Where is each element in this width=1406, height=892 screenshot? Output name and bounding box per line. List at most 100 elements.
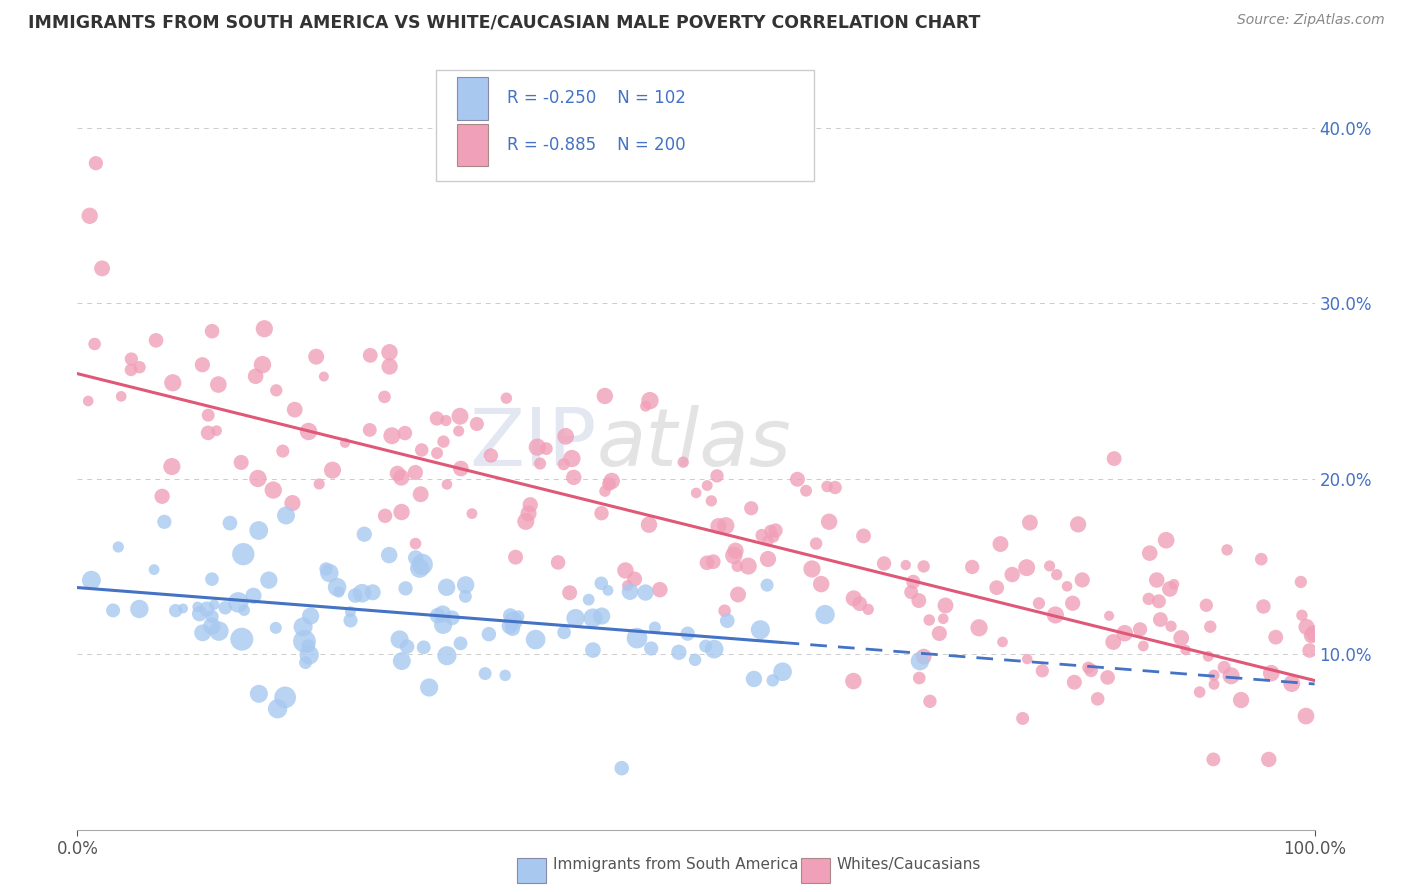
Point <box>814 607 837 622</box>
Point <box>1132 639 1154 653</box>
Point <box>638 517 661 532</box>
Point <box>436 648 458 663</box>
Point <box>264 621 287 635</box>
Point <box>1031 664 1053 678</box>
Point <box>450 636 472 650</box>
Point <box>232 547 254 561</box>
Point <box>762 673 785 688</box>
Point <box>842 674 865 689</box>
Point <box>1202 668 1225 682</box>
Text: Source: ZipAtlas.com: Source: ZipAtlas.com <box>1237 13 1385 28</box>
Point <box>242 589 264 603</box>
Point <box>932 612 955 626</box>
Point <box>328 585 350 599</box>
Point <box>1017 652 1039 666</box>
Point <box>412 640 434 655</box>
Point <box>160 459 183 474</box>
Text: IMMIGRANTS FROM SOUTH AMERICA VS WHITE/CAUCASIAN MALE POVERTY CORRELATION CHART: IMMIGRANTS FROM SOUTH AMERICA VS WHITE/C… <box>28 13 980 31</box>
Point <box>389 470 412 484</box>
Point <box>404 466 426 480</box>
Point <box>188 607 211 621</box>
Point <box>339 614 361 628</box>
Point <box>387 467 409 481</box>
Point <box>1011 711 1033 725</box>
Point <box>405 550 427 565</box>
Point <box>818 515 841 529</box>
Point <box>873 557 896 571</box>
Point <box>315 562 337 576</box>
Point <box>725 559 748 574</box>
Point <box>150 489 173 503</box>
Point <box>756 552 779 566</box>
Point <box>1038 558 1060 573</box>
Point <box>202 598 225 612</box>
Point <box>274 508 297 523</box>
Point <box>391 505 413 519</box>
Text: ZIP: ZIP <box>470 405 598 483</box>
Point <box>610 761 633 775</box>
Point <box>706 469 728 483</box>
Point <box>1019 516 1042 530</box>
Point <box>352 586 374 600</box>
Point <box>598 477 620 491</box>
Point <box>1159 582 1181 596</box>
Point <box>450 461 472 475</box>
Point <box>703 642 725 657</box>
Point <box>465 417 488 431</box>
Point <box>702 555 724 569</box>
Point <box>411 442 433 457</box>
Text: atlas: atlas <box>598 405 792 483</box>
Point <box>426 446 449 460</box>
Point <box>596 583 619 598</box>
Point <box>226 595 249 609</box>
Point <box>266 702 288 716</box>
Point <box>1102 451 1125 466</box>
Point <box>264 384 287 398</box>
Point <box>312 369 335 384</box>
Point <box>582 611 605 625</box>
Point <box>713 604 735 618</box>
FancyBboxPatch shape <box>457 78 488 120</box>
Point <box>1264 630 1286 644</box>
Point <box>381 428 404 442</box>
Point <box>405 536 427 550</box>
Point <box>201 609 224 624</box>
Point <box>478 627 501 641</box>
Point <box>449 409 471 424</box>
Point <box>1298 643 1320 657</box>
Point <box>281 496 304 510</box>
Point <box>247 524 270 538</box>
Point <box>696 556 718 570</box>
Point <box>1154 533 1177 548</box>
Point <box>1160 619 1182 633</box>
Point <box>208 624 231 639</box>
Point <box>502 614 524 628</box>
Point <box>498 619 520 633</box>
Point <box>197 425 219 440</box>
Point <box>374 508 396 523</box>
Point <box>900 585 922 599</box>
Point <box>1230 693 1253 707</box>
Point <box>815 479 838 493</box>
Point <box>411 558 433 572</box>
Point <box>1015 560 1038 574</box>
Point <box>205 424 228 438</box>
Point <box>502 621 524 635</box>
Point <box>724 543 747 558</box>
Point <box>600 474 623 488</box>
Point <box>1213 660 1236 674</box>
Point <box>474 666 496 681</box>
Point <box>591 609 613 624</box>
Point <box>614 564 637 578</box>
Point <box>508 609 530 624</box>
Point <box>128 602 150 616</box>
Point <box>740 501 762 516</box>
Point <box>554 429 576 443</box>
Point <box>394 582 416 596</box>
Point <box>553 457 575 471</box>
Point <box>391 654 413 668</box>
Point <box>353 527 375 541</box>
Point <box>1257 752 1279 766</box>
Point <box>644 621 666 635</box>
Point <box>426 411 449 425</box>
